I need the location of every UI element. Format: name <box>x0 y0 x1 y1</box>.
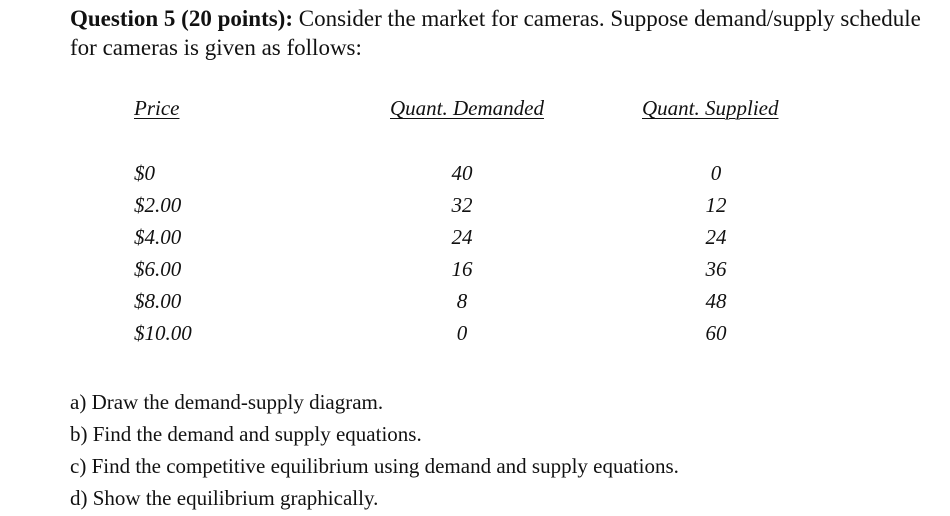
qd-cell: 16 <box>451 257 473 281</box>
price-cell: $4.00 <box>134 225 182 249</box>
price-cell: $6.00 <box>134 257 182 281</box>
task-item: b) Find the demand and supply equations. <box>70 422 422 446</box>
qs-cell: 0 <box>710 161 722 185</box>
question-heading: Question 5 (20 points): <box>70 6 293 31</box>
schedule-table: Price Quant. Demanded Quant. Supplied $0… <box>134 96 779 345</box>
qs-cell: 36 <box>705 257 727 281</box>
header-quantity-supplied: Quant. Supplied <box>642 96 779 120</box>
qd-cell: 24 <box>451 225 473 249</box>
price-cell: $0 <box>134 161 155 185</box>
price-cell: $10.00 <box>134 321 192 345</box>
qs-cell: 48 <box>705 289 727 313</box>
qd-cell: 32 <box>451 193 473 217</box>
question-text: Consider the market for cameras. Suppose… <box>70 6 921 60</box>
header-quantity-demanded: Quant. Demanded <box>390 96 544 120</box>
question-prompt: Question 5 (20 points): Consider the mar… <box>70 4 930 62</box>
qd-cell: 0 <box>456 321 468 345</box>
qd-cell: 40 <box>451 161 473 185</box>
price-cell: $2.00 <box>134 193 182 217</box>
qs-cell: 24 <box>705 225 727 249</box>
qs-cell: 12 <box>705 193 727 217</box>
qd-cell: 8 <box>456 289 468 313</box>
task-item: d) Show the equilibrium graphically. <box>70 486 379 510</box>
task-list: a) Draw the demand-supply diagram. b) Fi… <box>70 386 679 514</box>
task-item: c) Find the competitive equilibrium usin… <box>70 454 679 478</box>
header-price: Price <box>134 96 180 120</box>
task-item: a) Draw the demand-supply diagram. <box>70 390 384 414</box>
price-cell: $8.00 <box>134 289 182 313</box>
qs-cell: 60 <box>705 321 727 345</box>
